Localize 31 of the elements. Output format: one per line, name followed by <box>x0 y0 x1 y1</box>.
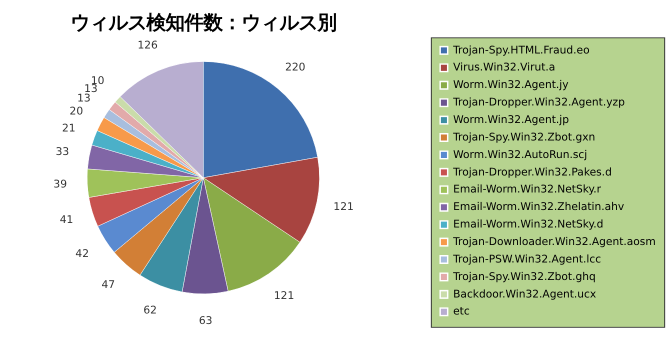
data-label: 47 <box>102 278 116 291</box>
data-label: 33 <box>56 144 70 158</box>
data-label: 41 <box>60 213 74 226</box>
data-label: 220 <box>285 60 306 74</box>
data-label: 62 <box>143 304 157 317</box>
data-label: 21 <box>62 121 76 134</box>
legend-label: Virus.Win32.Virut.a <box>453 60 556 74</box>
legend-label: Trojan-Downloader.Win32.Agent.aosm <box>452 235 656 248</box>
data-label: 121 <box>333 200 354 213</box>
legend-label: Backdoor.Win32.Agent.ucx <box>453 287 596 300</box>
legend-label: Trojan-Spy.HTML.Fraud.eo <box>452 43 590 56</box>
chart-title: ウィルス検知件数：ウィルス別 <box>70 11 336 34</box>
data-label: 63 <box>198 314 212 327</box>
data-label: 13 <box>77 91 91 104</box>
data-label: 20 <box>70 104 84 118</box>
legend-label: Worm.Win32.AutoRun.scj <box>453 148 588 161</box>
legend-label: etc <box>453 304 470 318</box>
legend-label: Trojan-Dropper.Win32.Pakes.d <box>452 165 612 178</box>
data-label: 126 <box>137 38 158 52</box>
legend-label: Email-Worm.Win32.NetSky.r <box>453 182 602 196</box>
legend-label: Trojan-Spy.Win32.Zbot.gxn <box>452 130 596 144</box>
legend-label: Email-Worm.Win32.NetSky.d <box>453 218 604 231</box>
data-label: 121 <box>274 289 294 302</box>
legend-label: Trojan-Dropper.Win32.Agent.yzp <box>452 96 626 109</box>
legend-label: Trojan-PSW.Win32.Agent.lcc <box>452 252 602 266</box>
legend-label: Worm.Win32.Agent.jy <box>453 78 569 92</box>
legend-label: Trojan-Spy.Win32.Zbot.ghq <box>452 270 596 283</box>
legend-label: Worm.Win32.Agent.jp <box>453 113 570 126</box>
data-label: 42 <box>75 247 89 260</box>
legend-label: Email-Worm.Win32.Zhelatin.ahv <box>453 200 624 214</box>
data-label: 39 <box>53 177 68 190</box>
